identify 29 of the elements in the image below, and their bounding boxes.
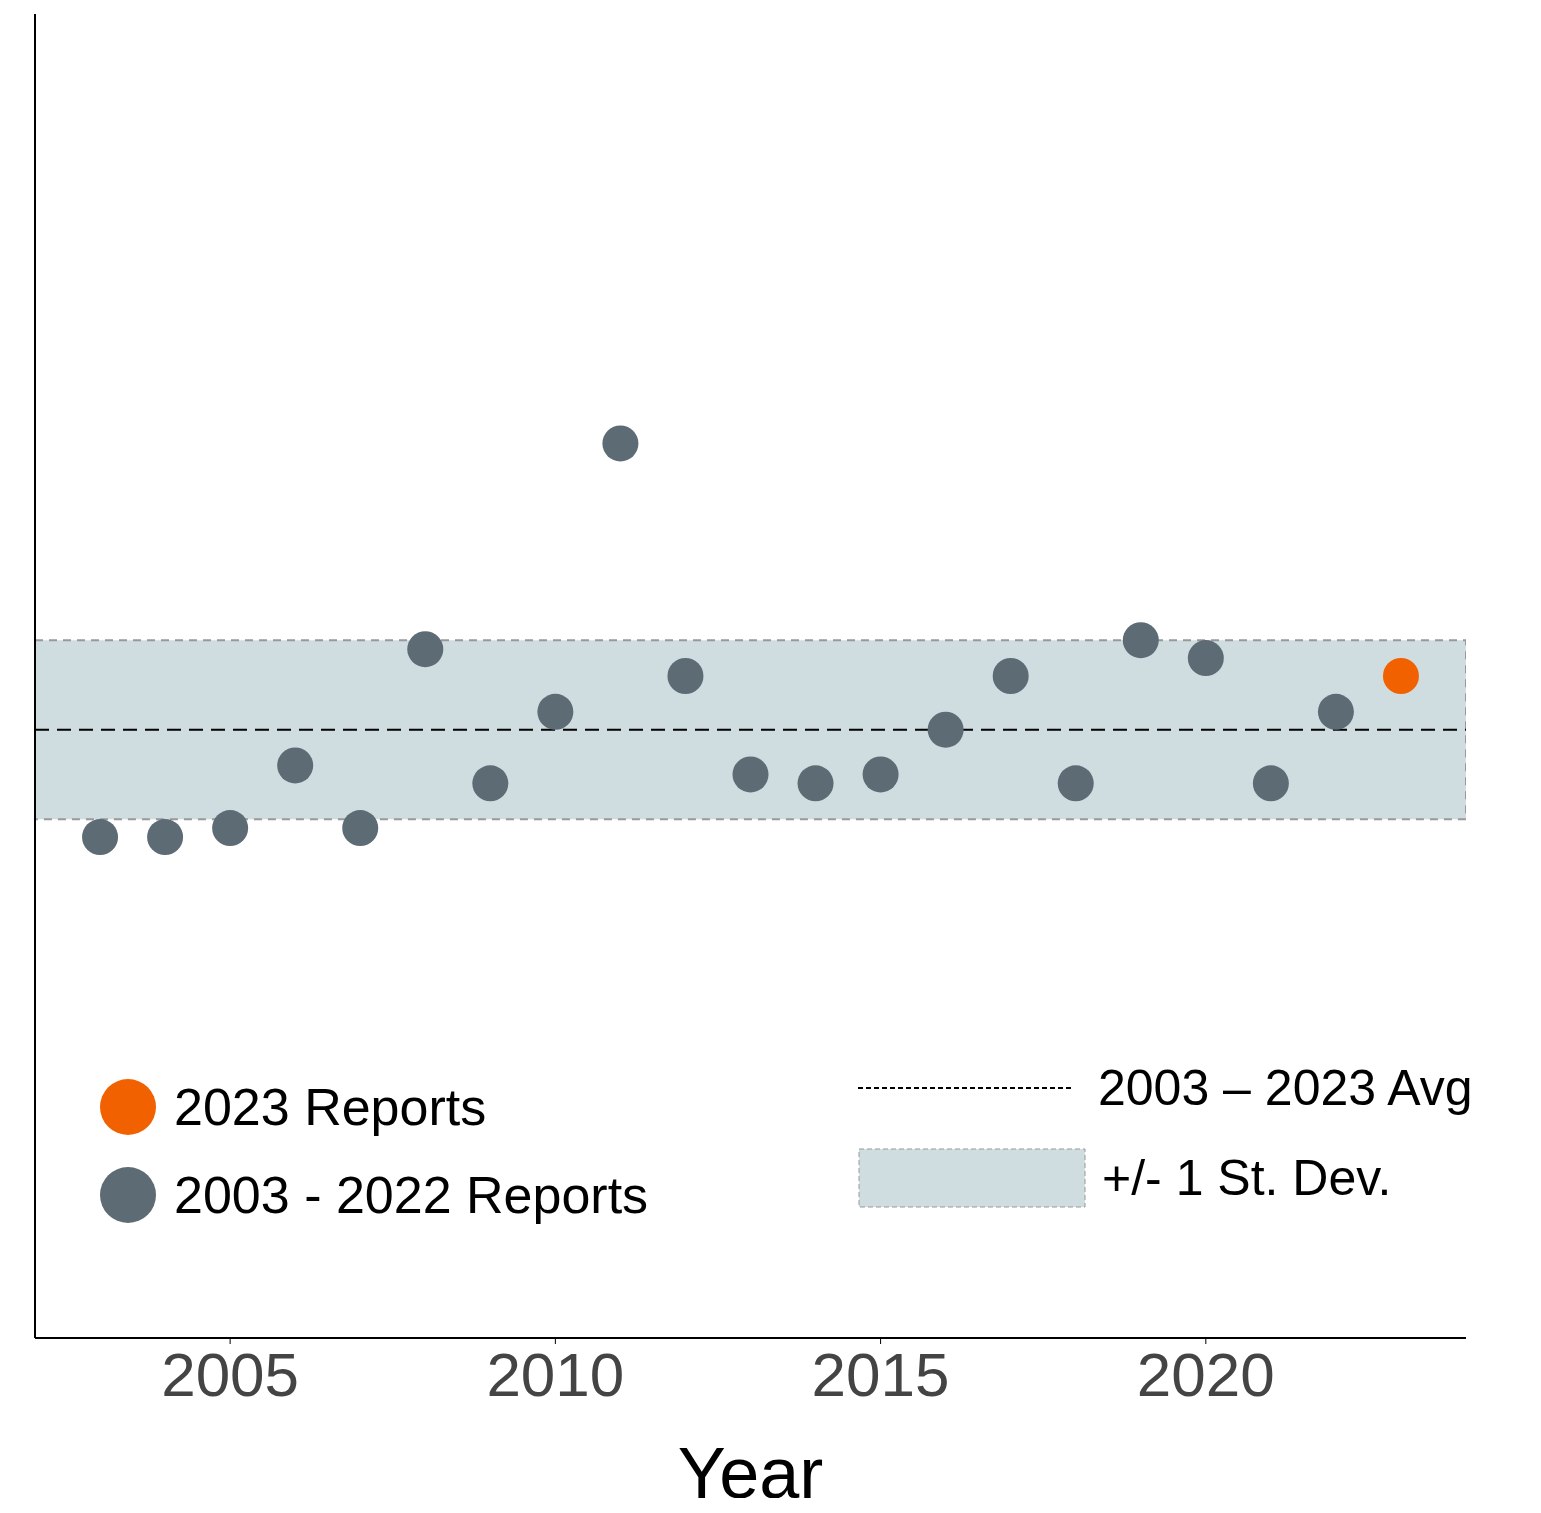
point	[667, 658, 704, 694]
point	[1317, 693, 1354, 730]
point	[602, 425, 639, 462]
point	[732, 756, 769, 793]
point	[1122, 622, 1159, 659]
point	[342, 810, 379, 847]
legend-label: 2003 – 2023 Avg	[1098, 1059, 1473, 1117]
point	[1057, 765, 1094, 802]
point	[277, 747, 314, 784]
point	[1187, 640, 1224, 677]
point	[147, 819, 184, 856]
point	[537, 693, 574, 730]
point	[927, 711, 964, 748]
point	[1382, 658, 1419, 694]
point	[1252, 765, 1289, 802]
x-tick-label: 2015	[811, 1340, 950, 1410]
point	[862, 756, 899, 793]
x-tick-label: 2010	[486, 1340, 625, 1410]
point	[472, 765, 509, 802]
legend-label: +/- 1 St. Dev.	[1102, 1149, 1392, 1207]
point	[212, 810, 249, 847]
legend-label: 2023 Reports	[174, 1077, 487, 1137]
point	[407, 631, 444, 668]
x-tick-label: 2020	[1136, 1340, 1275, 1410]
point	[992, 658, 1029, 694]
point	[82, 819, 119, 856]
x-tick-label: 2005	[161, 1340, 300, 1410]
point	[797, 765, 834, 802]
legend-label: 2003 - 2022 Reports	[174, 1165, 649, 1225]
